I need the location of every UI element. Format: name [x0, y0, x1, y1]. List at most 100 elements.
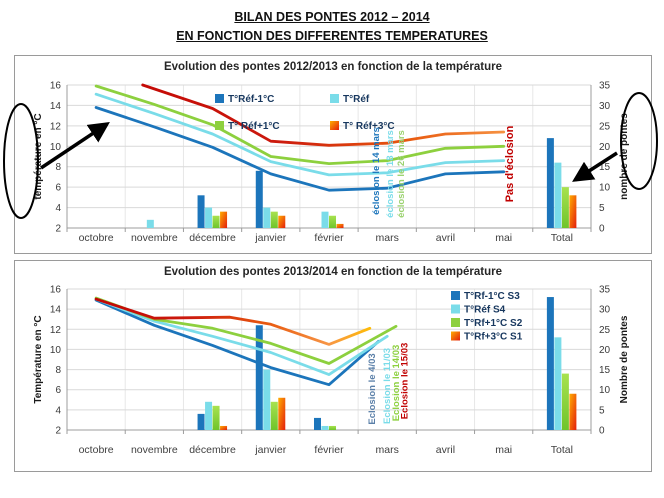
left-axis-tick-label: 2 — [55, 224, 61, 235]
bar-3-janvier — [270, 211, 278, 228]
x-axis-label: octobre — [79, 232, 114, 244]
right-axis-tick-label: 35 — [599, 81, 611, 92]
bar-3-Total — [561, 187, 569, 228]
legend-label: T°Rf+1°C S2 — [464, 318, 523, 329]
bar-2-Total — [554, 337, 562, 430]
legend-label: T°Réf S4 — [464, 305, 506, 316]
bar-1-décembre — [197, 413, 205, 430]
legend-swatch — [451, 331, 460, 341]
legend-label: T°Réf-1°C — [228, 94, 274, 105]
temperature-line-4 — [141, 83, 506, 147]
bar-2-décembre — [205, 207, 213, 228]
x-axis-label: mai — [495, 444, 512, 456]
right-axis-tick-label: 30 — [599, 305, 611, 316]
left-axis-tick-label: 10 — [50, 142, 62, 153]
bar-3-février — [329, 215, 336, 228]
legend-label: T°Réf — [343, 94, 370, 105]
chart1-plot: 2 4 6 8 10 12 14 16 0 5 10 15 20 25 30 35 octobre novembr… — [3, 81, 658, 244]
hand-arrow-right — [572, 151, 618, 182]
x-axis-label: janvier — [254, 444, 286, 456]
left-axis-tick-label: 12 — [50, 121, 62, 132]
bar-2-février — [321, 211, 329, 228]
hatch-date-annotation: éclosion le 14 mars — [371, 127, 382, 215]
hatch-date-annotation: éclosion le 18 mars — [385, 130, 396, 218]
chart2-title: Evolution des pontes 2013/2014 en foncti… — [163, 266, 503, 278]
x-axis-label: janvier — [254, 232, 286, 244]
right-axis-tick-label: 35 — [599, 285, 611, 296]
right-axis-tick-label: 10 — [599, 385, 611, 396]
bar-1-février — [314, 417, 321, 430]
page-title-line1: BILAN DES PONTES 2012 – 2014 — [234, 10, 430, 24]
bar-2-novembre — [146, 219, 154, 228]
right-axis-title: Nombre de pontes — [619, 315, 630, 403]
hatch-date-annotation: Pas d'éclosion — [504, 125, 516, 202]
left-axis-tick-label: 14 — [50, 101, 62, 112]
left-axis-tick-label: 4 — [55, 203, 61, 214]
x-axis-label: avril — [436, 232, 455, 244]
chart2-plot: 2 4 6 8 10 12 14 16 0 5 10 15 20 25 30 35 octobre novembr… — [33, 285, 630, 457]
right-axis-tick-label: 30 — [599, 101, 611, 112]
left-axis-tick-label: 2 — [55, 426, 61, 437]
hand-arrow-left — [40, 122, 110, 170]
right-axis-tick-label: 20 — [599, 142, 611, 153]
x-axis-label: décembre — [189, 444, 236, 456]
bar-1-janvier — [255, 325, 263, 430]
x-axis-label: février — [314, 232, 344, 244]
temperature-line-2 — [94, 297, 389, 376]
hatch-date-annotation: Eclosion le 14/03 — [391, 345, 402, 422]
bar-4-Total — [569, 393, 577, 430]
page-title: BILAN DES PONTES 2012 – 2014 EN FONCTION… — [0, 8, 664, 46]
bar-4-Total — [569, 195, 577, 228]
bar-3-février — [329, 425, 336, 430]
left-axis-tick-label: 8 — [55, 162, 61, 173]
bar-4-février — [336, 223, 344, 228]
left-axis-title: Température en °C — [33, 315, 44, 403]
chart-panel-2013-2014: Evolution des pontes 2013/2014 en foncti… — [14, 260, 652, 472]
right-axis-tick-label: 0 — [599, 224, 605, 235]
right-axis-tick-label: 5 — [599, 405, 605, 416]
x-axis-label: Total — [551, 444, 573, 456]
left-axis-tick-label: 6 — [55, 183, 61, 194]
right-axis-tick-label: 20 — [599, 345, 611, 356]
right-axis-tick-label: 5 — [599, 203, 605, 214]
bar-3-janvier — [270, 401, 278, 430]
left-axis-tick-label: 6 — [55, 385, 61, 396]
hatch-date-annotation: Eclosion le 4/03 — [367, 353, 378, 424]
bar-2-décembre — [205, 401, 213, 430]
x-axis-label: Total — [551, 232, 573, 244]
legend-label: T° Réf+1°C — [228, 121, 280, 132]
bar-1-Total — [546, 297, 554, 430]
x-axis-label: avril — [436, 444, 455, 456]
temperature-line-1 — [94, 106, 506, 192]
legend-label: T°Rf+3°C S1 — [464, 332, 523, 343]
right-axis-tick-label: 25 — [599, 325, 611, 336]
x-axis-label: octobre — [79, 444, 114, 456]
legend-label: T°Rf-1°C S3 — [464, 291, 520, 302]
right-axis-title: nombre de pontes — [619, 113, 630, 200]
temperature-line-2 — [94, 92, 506, 177]
bar-1-janvier — [255, 170, 263, 228]
hatch-date-annotation: Eclosion le 15/03 — [400, 343, 411, 420]
legend-label: T° Réf+3°C — [343, 121, 395, 132]
chart-panel-2012-2013: Evolution des pontes 2012/2013 en foncti… — [3, 55, 658, 254]
right-axis-tick-label: 15 — [599, 162, 611, 173]
hand-ellipse-right-axis — [620, 92, 658, 190]
bar-1-Total — [546, 138, 554, 228]
hand-ellipse-left-axis — [3, 103, 39, 219]
x-axis-label: décembre — [189, 232, 236, 244]
temperature-line-3 — [94, 84, 506, 165]
chart1-title: Evolution des pontes 2012/2013 en foncti… — [163, 61, 503, 73]
temperature-line-1 — [94, 298, 380, 387]
x-axis-label: novembre — [131, 232, 178, 244]
hatch-date-annotation: Eclosion le 11/03 — [382, 348, 393, 424]
left-axis-tick-label: 4 — [55, 405, 61, 416]
legend-swatch — [451, 318, 460, 327]
legend-swatch — [215, 121, 224, 130]
left-axis-tick-label: 10 — [50, 345, 62, 356]
left-axis-tick-label: 8 — [55, 365, 61, 376]
bar-2-janvier — [263, 207, 271, 228]
right-axis-tick-label: 0 — [599, 426, 605, 437]
right-axis-tick-label: 25 — [599, 121, 611, 132]
right-axis-tick-label: 10 — [599, 183, 611, 194]
bar-4-janvier — [278, 215, 286, 228]
